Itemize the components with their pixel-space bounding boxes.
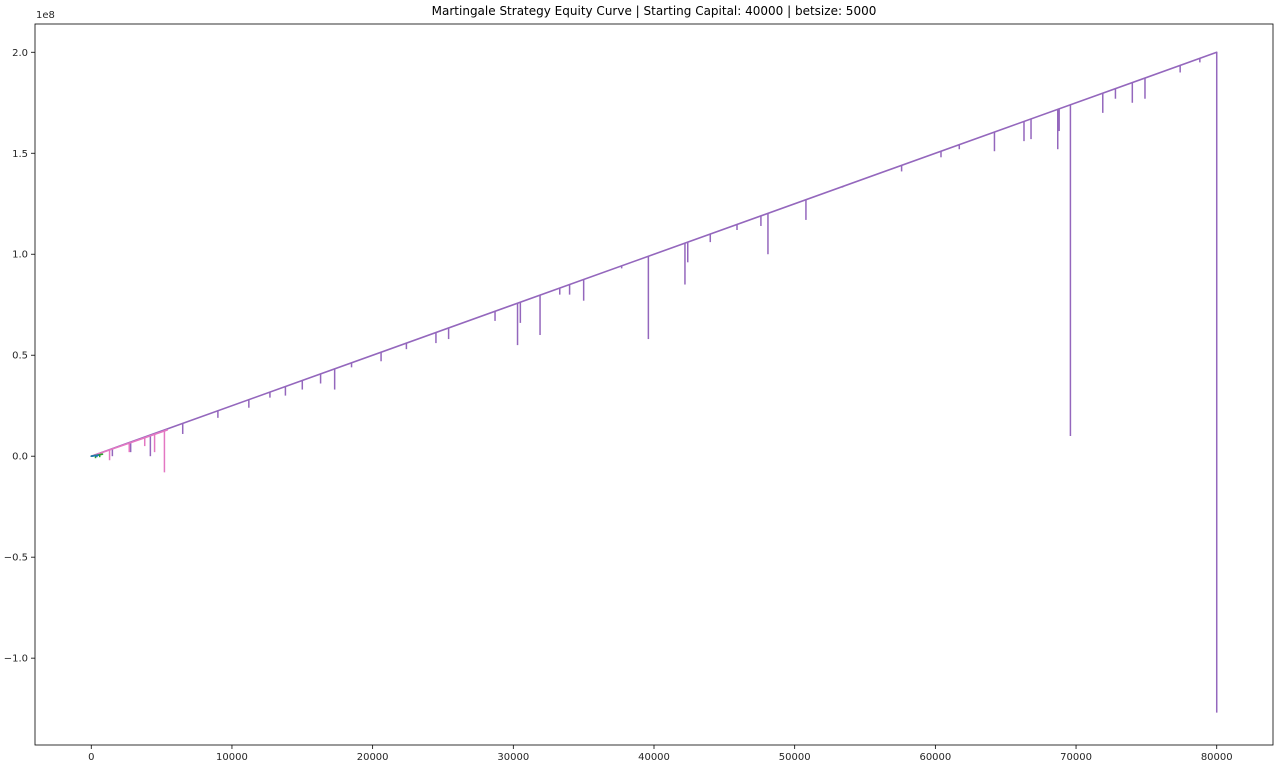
plot-frame [34,23,1274,746]
series-3-trend-line [90,454,100,457]
x-tick-label: 50000 [779,752,811,763]
y-tick-label: −0.5 [4,553,28,564]
y-tick-label: 0.5 [12,351,28,362]
x-tick-label: 0 [88,752,94,763]
series-0 [90,51,1218,713]
x-tick-label: 60000 [919,752,951,763]
series-3 [90,454,100,458]
series-1 [90,429,169,473]
y-tick-label: −1.0 [4,654,28,665]
x-tick-label: 80000 [1201,752,1233,763]
y-axis: −1.0 −0.5 0.0 0.5 1.0 1.5 2.0 [4,48,35,665]
y-tick-label: 0.0 [12,452,28,463]
y-offset-label: 1e8 [36,10,55,21]
chart-title: Martingale Strategy Equity Curve | Start… [432,4,877,18]
y-tick-label: 1.5 [12,149,28,160]
x-tick-label: 10000 [216,752,248,763]
x-tick-label: 20000 [357,752,389,763]
x-axis: 0 10000 20000 30000 40000 50000 60000 70000 8000… [88,745,1233,763]
x-tick-label: 70000 [1060,752,1092,763]
plot-area [90,51,1218,713]
series-1-trend-line [90,429,169,457]
y-tick-label: 2.0 [12,48,28,59]
x-tick-label: 40000 [638,752,670,763]
series-0-trend-line [90,51,1218,457]
y-tick-label: 1.0 [12,250,28,261]
x-tick-label: 30000 [497,752,529,763]
